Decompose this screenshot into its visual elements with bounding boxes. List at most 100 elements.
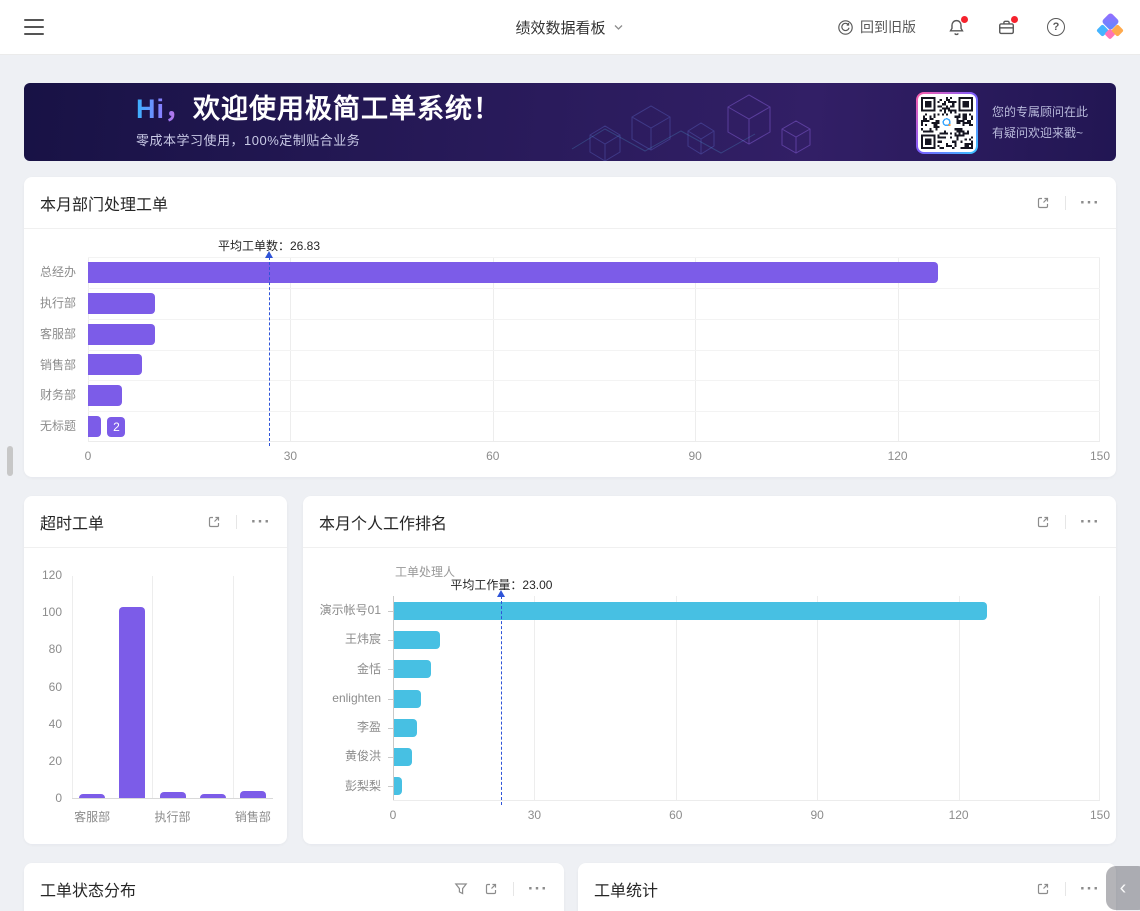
y-axis-tick [388,786,393,788]
gridline [695,257,697,441]
gridline [492,257,494,441]
bar-无标题[interactable] [88,416,102,438]
notification-badge-dot [961,16,968,23]
x-axis-category-label: 销售部 [234,810,271,824]
card-stats-title: 工单统计 [594,882,659,900]
x-axis-tick-label: 90 [688,449,702,463]
bar-黄俊洪[interactable] [393,748,412,767]
scrollbar-thumb[interactable] [7,446,13,476]
axis-name-label: 工单处理人 [395,565,456,579]
x-axis-tick-label: 30 [527,808,542,822]
header-actions: 回到旧版 ? [837,12,1124,41]
x-axis-tick-label: 120 [887,449,908,463]
more-menu-icon[interactable]: ··· [1080,511,1100,531]
icon-divider [1065,514,1067,529]
gridline [88,287,1100,289]
bar-执行部[interactable] [88,292,156,314]
gridline [88,257,89,441]
average-line [269,257,270,446]
gridline [817,596,819,800]
icon-divider [513,881,515,896]
expand-icon[interactable] [483,881,499,897]
bar-执行部[interactable] [159,792,186,798]
bar-李盈[interactable] [393,718,417,737]
qr-caption-line1: 您的专属顾问在此 [991,105,1088,119]
y-axis-line [393,596,394,800]
average-line-arrow [497,590,506,597]
qr-code-image [920,97,973,149]
bar-总经办[interactable] [88,261,939,283]
gridline [1099,257,1100,441]
more-menu-icon[interactable]: ··· [1080,878,1100,898]
y-axis-tick-label: 80 [48,642,62,657]
y-axis-tick [388,610,393,612]
bar-销售部[interactable] [239,790,266,798]
y-axis-category-label: 彭梨梨 [344,778,381,793]
bar-演示帐号01[interactable] [393,601,987,620]
more-menu-icon[interactable]: ··· [528,878,548,898]
gridline [290,257,292,441]
y-axis-category-label: 王炜宸 [344,632,381,647]
bar-客服部[interactable] [79,794,106,798]
gridline [958,596,960,800]
gridline [1099,596,1100,800]
notification-bell-icon[interactable] [946,16,968,37]
dashboard-title-dropdown[interactable]: 绩效数据看板 [515,17,624,38]
bar-金恬[interactable] [393,660,431,679]
icon-divider [236,514,238,529]
y-axis-tick [388,669,393,671]
qr-caption: 您的专属顾问在此 有疑问欢迎来戳~ [992,102,1088,144]
card-dept-header: 本月部门处理工单 ··· [24,177,1116,229]
banner-greeting-highlight: Hi， [136,94,193,124]
y-axis-tick-label: 20 [48,753,62,768]
card-dept-monthly: 本月部门处理工单 ··· 2 0 30 60 90 120 150 总经办 执行部 客服部 销售部财… [24,177,1116,477]
expand-icon[interactable] [1035,195,1051,211]
card-dept-title: 本月部门处理工单 [40,196,169,214]
bar-王炜宸[interactable] [393,630,441,649]
filter-icon[interactable] [453,881,469,897]
bell-glyph [948,19,964,35]
chevron-down-icon [614,25,623,30]
bar-彭梨梨[interactable] [393,777,403,796]
bar-财务部[interactable] [88,385,122,407]
more-menu-icon[interactable]: ··· [1080,192,1100,212]
gridline [88,318,1100,320]
briefcase-glyph [998,20,1014,34]
banner-title: Hi，欢迎使用极简工单系统！ [136,94,501,125]
plot-area [388,590,1100,805]
bar-销售部[interactable] [88,354,142,376]
bar-enlighten[interactable] [393,689,422,708]
average-label: 平均工作量：23.00 [450,578,553,592]
top-header: 绩效数据看板 回到旧版 ? [0,0,1140,55]
expand-icon[interactable] [1035,514,1051,530]
card-personal-header: 本月个人工作排名 ··· [303,496,1116,548]
more-menu-icon[interactable]: ··· [251,511,271,531]
help-icon[interactable]: ? [1046,17,1066,37]
expand-icon[interactable] [206,514,222,530]
gridline [232,576,234,798]
y-axis-category-label: 金恬 [356,661,381,676]
x-axis-tick-label: 30 [283,449,298,463]
y-axis-tick-label: 40 [48,716,62,731]
expand-icon[interactable] [1035,881,1051,897]
back-to-old-version-label: 回到旧版 [860,19,916,35]
icon-divider [1065,881,1067,896]
bar-客服部[interactable] [88,323,156,345]
app-logo[interactable] [1096,12,1124,41]
message-box-icon[interactable] [996,16,1018,37]
average-line [501,596,503,805]
menu-icon[interactable] [24,19,44,35]
gridline [88,349,1100,351]
x-axis-tick-label: 0 [389,808,397,822]
drawer-collapse-button[interactable]: ‹ [1106,866,1140,910]
y-axis-tick [388,757,393,759]
card-overtime-header: 超时工单 ··· [24,496,287,548]
bar-col-2[interactable] [119,607,146,798]
card-personal-title: 本月个人工作排名 [319,515,448,533]
back-to-old-version-button[interactable]: 回到旧版 [837,17,916,37]
bar-col-4[interactable] [199,794,226,798]
x-axis-tick-label: 120 [948,808,969,822]
page-title: 绩效数据看板 [515,19,606,37]
qr-code [915,92,978,154]
y-axis-category-label: 客服部 [39,326,76,341]
